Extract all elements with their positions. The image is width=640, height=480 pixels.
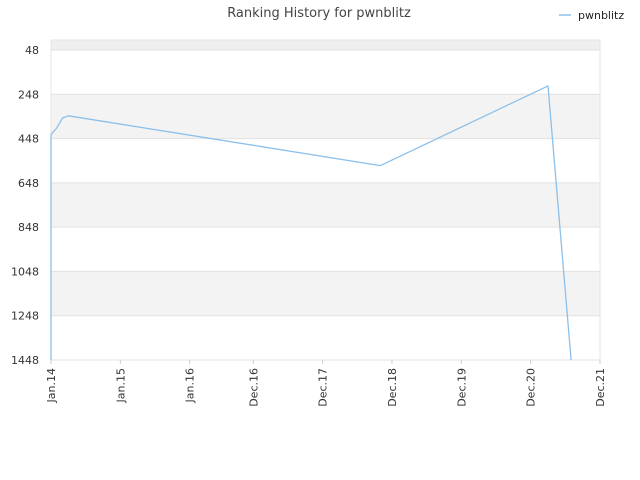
series-lines [50, 85, 572, 361]
plot-band [51, 94, 600, 139]
legend[interactable]: pwnblitz [559, 9, 624, 22]
plot-bands [51, 40, 600, 360]
x-tick-label: Dec.17 [317, 368, 330, 407]
x-tick-label: Jan.16 [184, 368, 197, 403]
chart-title: Ranking History for pwnblitz [227, 6, 411, 21]
y-tick-label: 648 [18, 177, 39, 190]
plot-band [51, 315, 600, 360]
y-tick-label: 1248 [11, 310, 39, 323]
y-tick-label: 448 [18, 133, 39, 146]
x-tick-label: Dec.16 [247, 368, 260, 407]
x-tick-label: Jan.15 [114, 368, 127, 403]
x-tick-label: Jan.14 [45, 368, 58, 403]
y-tick-label: 1048 [11, 265, 39, 278]
x-tick-label: Dec.21 [594, 368, 607, 407]
y-tick-label: 848 [18, 221, 39, 234]
plot-band [51, 182, 600, 228]
legend-label[interactable]: pwnblitz [578, 9, 624, 22]
plot-band [51, 138, 600, 183]
x-tick-label: Dec.18 [386, 368, 399, 407]
y-tick-label: 1448 [11, 354, 39, 367]
y-tick-label: 48 [25, 44, 39, 57]
series-line-pwnblitz [50, 85, 572, 361]
plot-band [51, 40, 600, 50]
plot-band [51, 227, 600, 272]
y-axis: 48 248 448 648 848 1048 1248 1448 [11, 44, 39, 367]
plot-band [51, 271, 600, 316]
x-tick-label: Dec.20 [525, 368, 538, 407]
x-tick-label: Dec.19 [455, 368, 468, 407]
x-axis: Jan.14 Jan.15 Jan.16 Dec.16 Dec.17 Dec.18 Dec.… [45, 360, 607, 407]
plot-band [51, 50, 600, 95]
y-tick-label: 248 [18, 88, 39, 101]
